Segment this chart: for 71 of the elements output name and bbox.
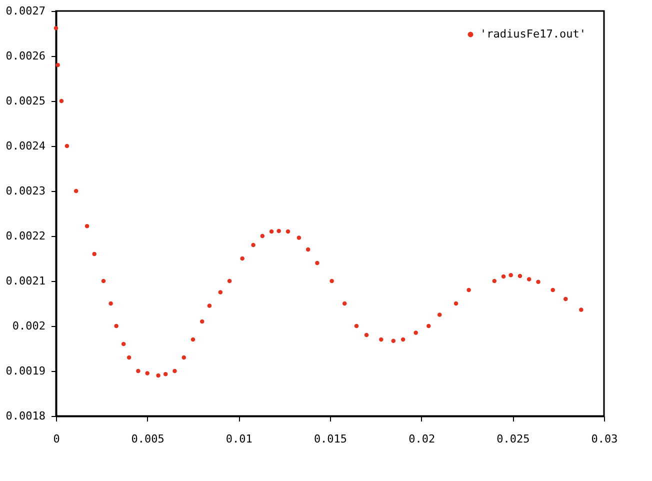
point xyxy=(579,308,584,312)
point xyxy=(108,301,113,306)
point xyxy=(454,301,458,306)
y-tick-label: 0.0026 xyxy=(6,50,46,62)
point xyxy=(172,368,177,374)
x-tick-label: 0.02 xyxy=(408,432,436,446)
point xyxy=(59,98,64,104)
point xyxy=(508,273,513,278)
x-tick-label: 0.005 xyxy=(131,432,164,446)
point xyxy=(564,296,568,302)
point xyxy=(121,342,126,346)
y-tick-label: 0.0021 xyxy=(6,274,46,288)
point xyxy=(101,278,106,284)
point xyxy=(240,256,244,261)
point xyxy=(518,274,522,278)
point xyxy=(182,355,186,360)
point xyxy=(315,260,320,266)
point xyxy=(74,188,78,194)
y-tick-label: 0.0018 xyxy=(6,410,46,422)
x-tick-label: 0.01 xyxy=(226,432,252,446)
point xyxy=(64,144,70,148)
point xyxy=(342,301,347,306)
point xyxy=(306,247,310,252)
point xyxy=(550,288,555,292)
point xyxy=(200,319,204,324)
point xyxy=(437,312,442,317)
point xyxy=(501,274,506,279)
point xyxy=(56,62,60,68)
x-tick-label: 0.015 xyxy=(314,432,348,446)
point xyxy=(379,337,384,342)
legend-label: 'radiusFe17.out' xyxy=(480,28,586,40)
point xyxy=(466,288,471,292)
y-tick-label: 0.0023 xyxy=(6,184,46,198)
point xyxy=(276,228,281,234)
point xyxy=(414,330,418,335)
y-tick-label: 0.0024 xyxy=(6,140,46,152)
y-tick-label: 0.002 xyxy=(12,320,46,332)
point xyxy=(492,278,497,284)
y-tick-label: 0.0019 xyxy=(6,364,46,378)
point xyxy=(391,338,396,343)
point xyxy=(218,290,223,294)
point xyxy=(126,355,132,360)
x-tick-label: 0 xyxy=(53,432,60,446)
point xyxy=(296,236,302,240)
point xyxy=(251,242,256,248)
point xyxy=(400,337,406,342)
point xyxy=(156,373,160,378)
point xyxy=(54,26,58,30)
point xyxy=(536,280,540,284)
point xyxy=(92,252,96,256)
point xyxy=(354,324,359,328)
point xyxy=(163,372,168,376)
point xyxy=(526,277,532,282)
point xyxy=(330,278,334,284)
y-tick-label: 0.0027 xyxy=(6,4,46,18)
y-tick-label: 0.0025 xyxy=(6,94,46,108)
y-tick-label: 0.0022 xyxy=(6,230,46,242)
point xyxy=(364,332,369,338)
point xyxy=(227,278,232,284)
point xyxy=(136,368,140,374)
point xyxy=(426,324,431,328)
point xyxy=(145,371,150,376)
x-tick-label: 0.025 xyxy=(496,432,530,446)
point xyxy=(114,324,118,328)
x-tick-label: 0.03 xyxy=(591,432,618,446)
point xyxy=(269,229,274,234)
point xyxy=(207,304,212,308)
point xyxy=(286,229,290,234)
point xyxy=(260,234,265,238)
point xyxy=(84,224,90,228)
point xyxy=(190,337,196,342)
